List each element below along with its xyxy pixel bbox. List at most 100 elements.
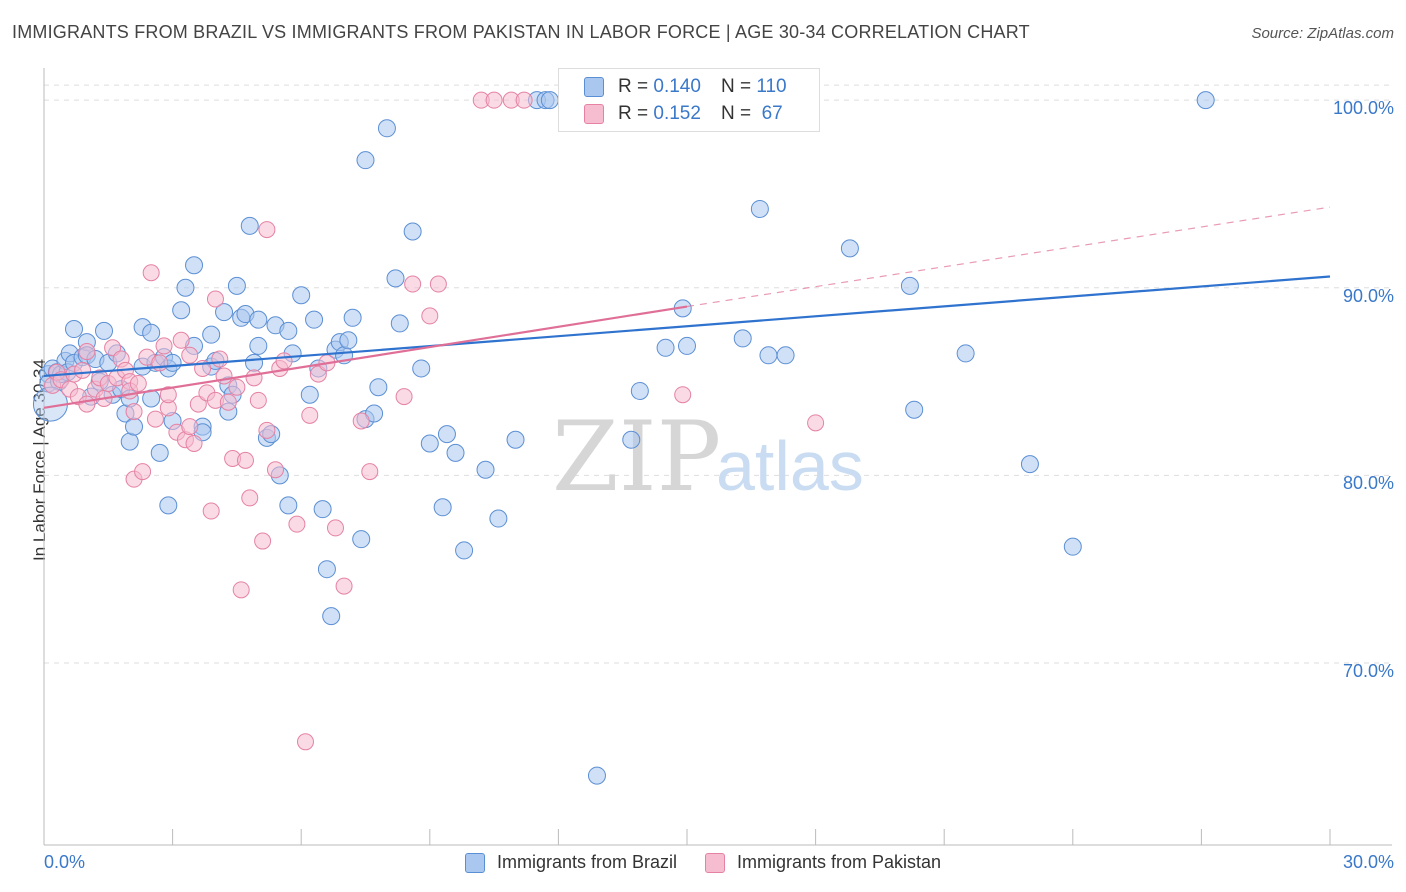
brazil-point — [489, 509, 508, 528]
brazil-point — [587, 766, 606, 785]
brazil-point — [365, 404, 384, 423]
brazil-point — [215, 303, 234, 322]
brazil-point — [185, 256, 204, 275]
brazil-point — [202, 325, 221, 344]
pakistan-point — [211, 350, 229, 368]
pakistan-point — [429, 275, 447, 293]
pakistan-point — [104, 339, 122, 357]
gridlines — [44, 84, 1392, 664]
pakistan-point — [309, 365, 327, 383]
brazil-point — [176, 278, 195, 297]
pakistan-point — [159, 386, 177, 404]
legend-n-label: N = — [720, 103, 752, 124]
pakistan-point — [202, 502, 220, 520]
y-tick-label: 100.0% — [1332, 98, 1394, 119]
brazil-point — [305, 310, 324, 329]
brazil-point — [412, 359, 431, 378]
brazil-point — [317, 560, 336, 579]
pakistan-point — [266, 461, 284, 479]
brazil-point — [172, 301, 191, 320]
pakistan-point — [232, 581, 250, 599]
brazil-point — [403, 222, 422, 241]
series-brazil-points — [32, 91, 1215, 785]
legend-n-value-pakistan: 67 — [761, 103, 783, 124]
pakistan-point — [181, 346, 199, 364]
brazil-point — [656, 338, 675, 357]
brazil-point — [733, 329, 752, 348]
brazil-point — [956, 344, 975, 363]
watermark-zip: ZIP — [552, 401, 721, 513]
pakistan-point — [335, 577, 353, 595]
pakistan-point — [395, 388, 413, 406]
brazil-point — [506, 430, 525, 449]
brazil-point — [279, 321, 298, 340]
pakistan-point — [275, 352, 293, 370]
brazil-point — [900, 276, 919, 295]
brazil-point — [249, 336, 268, 355]
pakistan-point — [258, 221, 276, 239]
chart-title: IMMIGRANTS FROM BRAZIL VS IMMIGRANTS FRO… — [12, 22, 1030, 42]
brazil-point — [227, 276, 246, 295]
pakistan-point — [241, 489, 259, 507]
brazil-point — [240, 216, 259, 235]
brazil-point — [322, 607, 341, 626]
y-tick-label: 70.0% — [1342, 661, 1394, 681]
legend-n-value-brazil: 110 — [756, 76, 787, 97]
pakistan-point — [172, 331, 190, 349]
legend-item-pakistan: Immigrants from Pakistan — [704, 852, 942, 873]
brazil-point — [840, 239, 859, 258]
pakistan-point — [134, 463, 152, 481]
brazil-point — [300, 385, 319, 404]
trend-line-pakistan-extended — [686, 206, 1331, 308]
pakistan-point — [258, 421, 276, 439]
brazil-point — [292, 286, 311, 305]
pakistan-point — [219, 393, 237, 411]
legend-label-pakistan: Immigrants from Pakistan — [736, 852, 942, 872]
pakistan-point — [142, 264, 160, 282]
brazil-point — [437, 425, 456, 444]
brazil-point — [455, 541, 474, 560]
pakistan-point — [206, 290, 224, 308]
pakistan-point — [125, 403, 143, 421]
brazil-point — [343, 308, 362, 327]
brazil-point — [159, 496, 178, 515]
trend-line-brazil — [43, 275, 1331, 378]
pakistan-point — [421, 307, 439, 325]
series-legend: Immigrants from Brazil Immigrants from P… — [0, 852, 1406, 873]
brazil-point — [446, 443, 465, 462]
pakistan-point — [236, 451, 254, 469]
pakistan-point — [326, 519, 344, 537]
axes — [43, 68, 1392, 846]
y-tick-label: 90.0% — [1342, 285, 1394, 306]
brazil-point — [420, 434, 439, 453]
legend-r-value-pakistan: 0.152 — [653, 103, 701, 124]
pakistan-point — [146, 410, 164, 428]
pakistan-point — [301, 406, 319, 424]
y-tick-label: 80.0% — [1342, 473, 1394, 494]
brazil-point — [150, 443, 169, 462]
brazil-point — [759, 346, 778, 365]
brazil-point — [377, 119, 396, 138]
pakistan-point — [807, 414, 825, 432]
legend-swatch-pakistan — [584, 104, 604, 124]
pakistan-point — [155, 337, 173, 355]
pakistan-point — [288, 515, 306, 533]
x-tick-label-min: 0.0% — [44, 852, 86, 872]
brazil-point — [386, 269, 405, 288]
pakistan-point — [215, 367, 233, 385]
pakistan-point — [249, 391, 267, 409]
brazil-point — [369, 378, 388, 397]
brazil-point — [540, 91, 559, 110]
trend-line-pakistan — [43, 305, 688, 409]
pakistan-point — [181, 418, 199, 436]
brazil-point — [65, 320, 84, 339]
brazil-point — [390, 314, 409, 333]
brazil-point — [352, 530, 371, 549]
pakistan-point — [189, 395, 207, 413]
brazil-point — [905, 400, 924, 419]
brazil-point — [1063, 537, 1082, 556]
legend-row-pakistan: R = 0.152 N = 67 — [584, 101, 783, 127]
pakistan-point — [404, 275, 422, 293]
brazil-point — [142, 323, 161, 342]
